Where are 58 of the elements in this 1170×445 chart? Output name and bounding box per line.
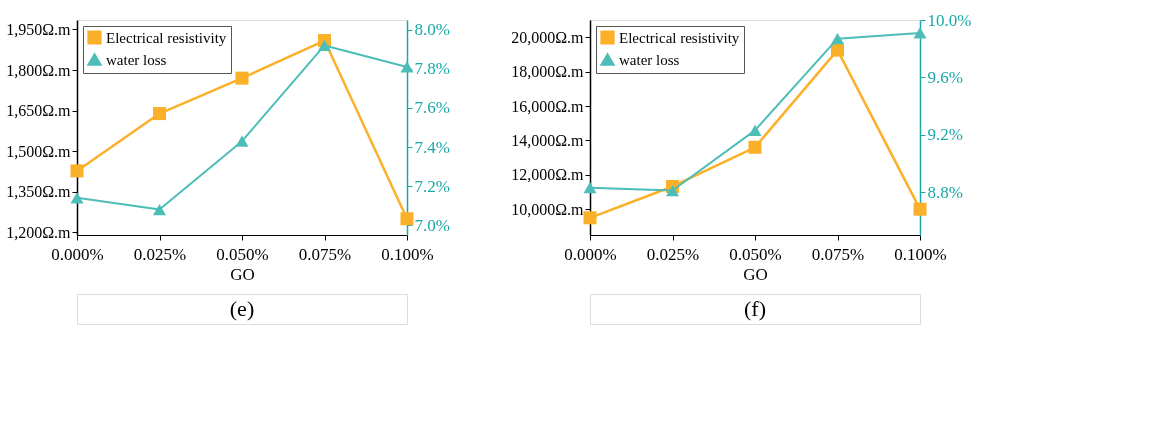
point xyxy=(400,212,414,226)
y2-tick-label: 7.2% xyxy=(414,176,450,196)
y2-tick-label: 8.0% xyxy=(414,20,450,40)
x-tick-label: 0.000% xyxy=(51,244,104,264)
y-tick-label: 1,800Ω.m xyxy=(6,61,72,79)
y-tick-label: 18,000Ω.m xyxy=(511,63,585,81)
point xyxy=(913,202,927,216)
y-tick-label: 16,000Ω.m xyxy=(511,97,585,115)
point xyxy=(748,140,762,154)
y-tick-label: 1,650Ω.m xyxy=(6,102,72,120)
point xyxy=(152,107,167,121)
legend-label: Electrical resistivity xyxy=(106,29,227,46)
point xyxy=(400,61,414,73)
point xyxy=(830,32,845,45)
x-tick-label: 0.100% xyxy=(894,244,947,264)
y-tick-label: 10,000Ω.m xyxy=(511,200,585,218)
point xyxy=(830,43,845,57)
point xyxy=(70,192,84,204)
text: (f) xyxy=(744,296,766,321)
y2-tick-label: 8.8% xyxy=(927,182,963,202)
legend-label: water loss xyxy=(106,51,167,68)
point xyxy=(583,182,597,194)
point xyxy=(235,135,249,147)
y-tick-label: 14,000Ω.m xyxy=(511,131,585,149)
x-tick-label: 0.000% xyxy=(564,244,617,264)
x-axis-title: GO xyxy=(743,264,768,284)
point xyxy=(70,164,84,178)
point xyxy=(913,27,927,39)
x-tick-label: 0.025% xyxy=(646,244,700,264)
y-tick-label: 20,000Ω.m xyxy=(511,28,585,46)
legend-label: Electrical resistivity xyxy=(619,29,740,46)
y2-tick-label: 9.2% xyxy=(927,125,963,145)
y2-tick-label: 7.0% xyxy=(414,215,450,235)
point xyxy=(748,124,762,137)
y-tick-label: 1,200Ω.m xyxy=(6,223,72,241)
y-tick-label: 1,350Ω.m xyxy=(6,183,72,201)
y2-tick-label: 9.6% xyxy=(927,67,963,87)
y-tick-label: 1,950Ω.m xyxy=(6,20,72,38)
y2-tick-label: 7.6% xyxy=(414,98,450,118)
x-axis-title: GO xyxy=(230,264,255,284)
x-tick-label: 0.100% xyxy=(381,244,434,264)
legend-label: water loss xyxy=(619,51,680,68)
point xyxy=(665,184,680,197)
x-tick-label: 0.050% xyxy=(729,244,782,264)
y2-tick-label: 7.4% xyxy=(414,137,450,157)
y-tick-label: 12,000Ω.m xyxy=(511,166,585,184)
y2-tick-label: 7.8% xyxy=(414,59,450,79)
y2-tick-label: 10.0% xyxy=(927,10,972,30)
x-tick-label: 0.050% xyxy=(216,244,269,264)
y-tick-label: 1,500Ω.m xyxy=(6,142,72,160)
text: (e) xyxy=(229,296,255,321)
x-tick-label: 0.075% xyxy=(298,244,352,264)
x-tick-label: 0.075% xyxy=(811,244,865,264)
point xyxy=(317,39,332,52)
point xyxy=(583,211,597,225)
point xyxy=(235,71,249,85)
x-tick-label: 0.025% xyxy=(133,244,187,264)
point xyxy=(152,203,167,216)
